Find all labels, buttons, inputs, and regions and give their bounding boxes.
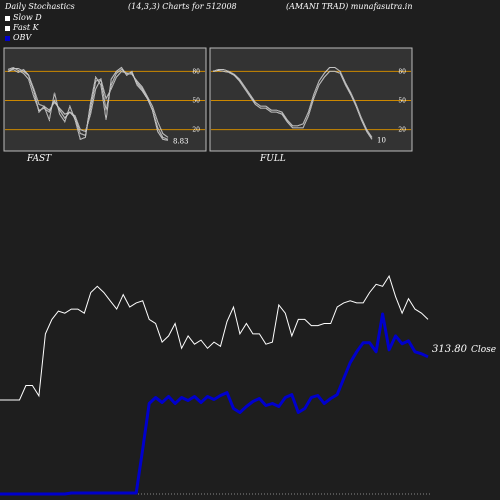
close-last-value-label: 313.80 [432, 344, 468, 355]
full-panel-title: FULL [259, 154, 286, 164]
full-series-core-1 [212, 67, 373, 138]
legend-swatch-obv [5, 35, 10, 41]
legend-label-obv: OBV [13, 33, 32, 42]
legend-item-slow-d: Slow D [5, 13, 42, 22]
close-line [0, 274, 429, 401]
fast-panel [3, 47, 207, 152]
header-left: Daily Stochastics [5, 2, 75, 11]
legend-swatch-fast-k [5, 25, 10, 31]
full-level-label-20: 20 [398, 127, 406, 134]
full-series-core-0 [212, 70, 373, 140]
close-label: Close [471, 345, 496, 355]
fast-level-label-50: 50 [192, 98, 200, 105]
header-center: (14,3,3) Charts for 512008 [128, 2, 237, 11]
fast-level-label-80: 80 [192, 68, 200, 75]
fast-series-core-2 [7, 68, 169, 138]
legend-item-obv: OBV [5, 33, 31, 42]
obv-line [0, 312, 429, 496]
header-right: (AMANI TRAD) munafasutra.in [286, 2, 413, 11]
full-level-label-50: 50 [398, 98, 406, 105]
fast-last-value-label: 8.83 [173, 137, 189, 145]
legend-label-fast-k: Fast K [13, 23, 39, 32]
fast-level-label-20: 20 [192, 127, 200, 134]
legend-swatch-slow-d [5, 15, 10, 21]
full-level-label-80: 80 [398, 68, 406, 75]
legend-label-slow-d: Slow D [13, 13, 42, 22]
full-last-value-label: 10 [377, 136, 386, 144]
full-panel [209, 47, 413, 152]
fast-panel-title: FAST [26, 154, 52, 164]
legend-item-fast-k: Fast K [5, 23, 39, 32]
